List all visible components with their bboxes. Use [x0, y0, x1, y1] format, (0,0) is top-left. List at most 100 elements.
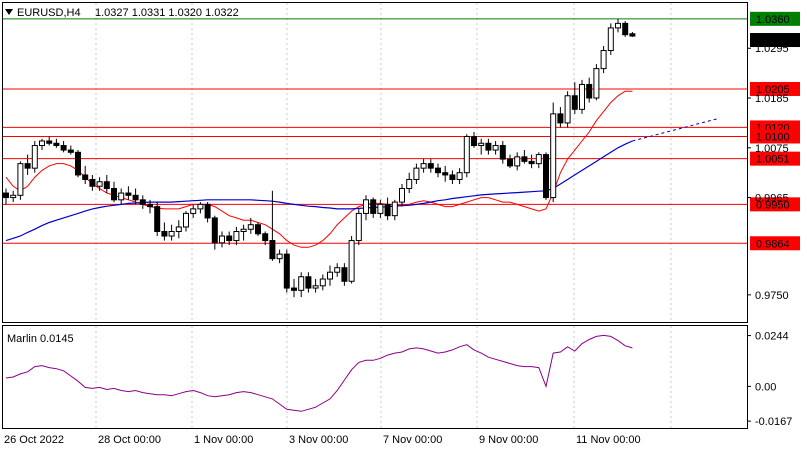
bull-candle	[276, 253, 283, 260]
bear-candle	[629, 33, 636, 37]
bear-candle	[471, 135, 477, 147]
level-price-tag	[750, 236, 800, 251]
bear-candle	[132, 194, 139, 201]
time-tick-label: 7 Nov 00:00	[383, 434, 442, 446]
price-tick-label: 0.9750	[755, 290, 789, 302]
bear-candle	[53, 142, 60, 147]
level-price-tag	[750, 197, 800, 212]
time-tick-label: 1 Nov 00:00	[194, 434, 253, 446]
bear-candle	[521, 156, 528, 162]
bull-candle	[219, 235, 225, 244]
grid-lines	[95, 3, 672, 428]
level-price-label: 0.9950	[756, 199, 790, 211]
indicator-panel	[2, 325, 748, 429]
main-price-panel	[2, 2, 748, 323]
level-price-label: 1.0205	[756, 84, 790, 96]
bear-candle	[370, 199, 377, 214]
bear-candle	[89, 178, 96, 187]
bull-candle	[399, 188, 405, 203]
level-price-label: 1.0100	[756, 131, 790, 143]
bull-candle	[593, 68, 600, 99]
time-tick-label: 26 Oct 2022	[4, 434, 64, 446]
bear-candle	[341, 267, 348, 282]
slow-ma-projection-line	[632, 117, 719, 142]
bull-candle	[564, 95, 571, 124]
bull-candle	[463, 135, 470, 174]
bear-candle	[103, 181, 110, 190]
bull-candle	[420, 163, 427, 169]
bear-candle	[154, 206, 161, 233]
bull-candle	[377, 203, 384, 214]
bull-candle	[391, 201, 398, 217]
bear-candle	[82, 174, 89, 180]
bear-candle	[571, 95, 578, 110]
bear-candle	[384, 203, 391, 217]
current-price-tag	[750, 33, 800, 48]
oscillator-tick-label: 0.0244	[755, 331, 789, 343]
bull-candle	[355, 212, 362, 242]
bear-candle	[111, 188, 117, 201]
level-price-tag	[750, 151, 800, 166]
moving-averages	[5, 90, 719, 248]
level-price-tag	[750, 129, 800, 144]
bear-candle	[211, 217, 218, 244]
bear-candle	[305, 276, 312, 289]
current-price-label: 1.0322	[756, 35, 790, 47]
bull-candle	[118, 192, 125, 201]
marlin-line	[5, 334, 633, 412]
bull-candle	[579, 83, 585, 110]
bear-candle	[269, 240, 276, 260]
oscillator-tick-label: 0.00	[755, 381, 776, 393]
bear-candle	[283, 253, 290, 289]
bear-candle	[75, 151, 81, 176]
bull-candle	[197, 203, 204, 210]
dropdown-triangle-icon[interactable]	[5, 9, 13, 15]
time-tick-label: 9 Nov 00:00	[479, 434, 538, 446]
price-tick-label: 1.0075	[755, 143, 789, 155]
bull-candle	[535, 154, 542, 165]
bull-candle	[10, 194, 17, 199]
level-price-label: 1.0051	[756, 154, 790, 166]
bull-candle	[327, 271, 333, 280]
bear-candle	[543, 154, 549, 199]
bull-candle	[615, 22, 621, 29]
slow-moving-average-line	[5, 140, 633, 242]
bear-candle	[24, 163, 31, 169]
bear-candle	[147, 203, 153, 208]
bull-candle	[183, 212, 189, 228]
marlin-oscillator: 0.0244 0.00 -0.0167	[5, 331, 792, 428]
price-tick-label: 0.9965	[755, 193, 789, 205]
bull-candle	[31, 145, 38, 169]
bear-candle	[226, 235, 233, 242]
horizontal-levels[interactable]: 1.03601.02051.01201.01001.00510.99500.98…	[3, 11, 800, 251]
bull-candle	[514, 156, 521, 167]
bear-candle	[528, 160, 535, 165]
bull-candle	[492, 145, 499, 151]
time-axis: 26 Oct 2022 28 Oct 00:00 1 Nov 00:00 3 Nov …	[4, 434, 641, 446]
bear-candle	[435, 167, 441, 174]
bull-candle	[550, 113, 557, 199]
bull-candle	[478, 142, 485, 147]
bull-candle	[190, 208, 197, 214]
bull-candle	[168, 231, 175, 237]
bear-candle	[3, 192, 9, 199]
bear-candle	[622, 22, 629, 36]
time-tick-label: 11 Nov 00:00	[576, 434, 641, 446]
level-price-tag	[750, 11, 800, 26]
bull-candle	[413, 167, 420, 180]
bear-candle	[139, 199, 146, 205]
bull-candle	[39, 140, 45, 147]
bear-candle	[255, 224, 261, 235]
bear-candle	[507, 158, 513, 167]
price-tick-label: 1.0185	[755, 93, 789, 105]
bull-candle	[348, 240, 355, 282]
symbol-timeframe: EURUSD,H4	[17, 7, 81, 19]
bull-candle	[17, 163, 24, 196]
candles	[3, 18, 636, 298]
bull-candle	[240, 228, 247, 233]
bear-candle	[557, 113, 564, 124]
time-tick-label: 28 Oct 00:00	[98, 434, 161, 446]
level-price-tag	[750, 81, 800, 96]
